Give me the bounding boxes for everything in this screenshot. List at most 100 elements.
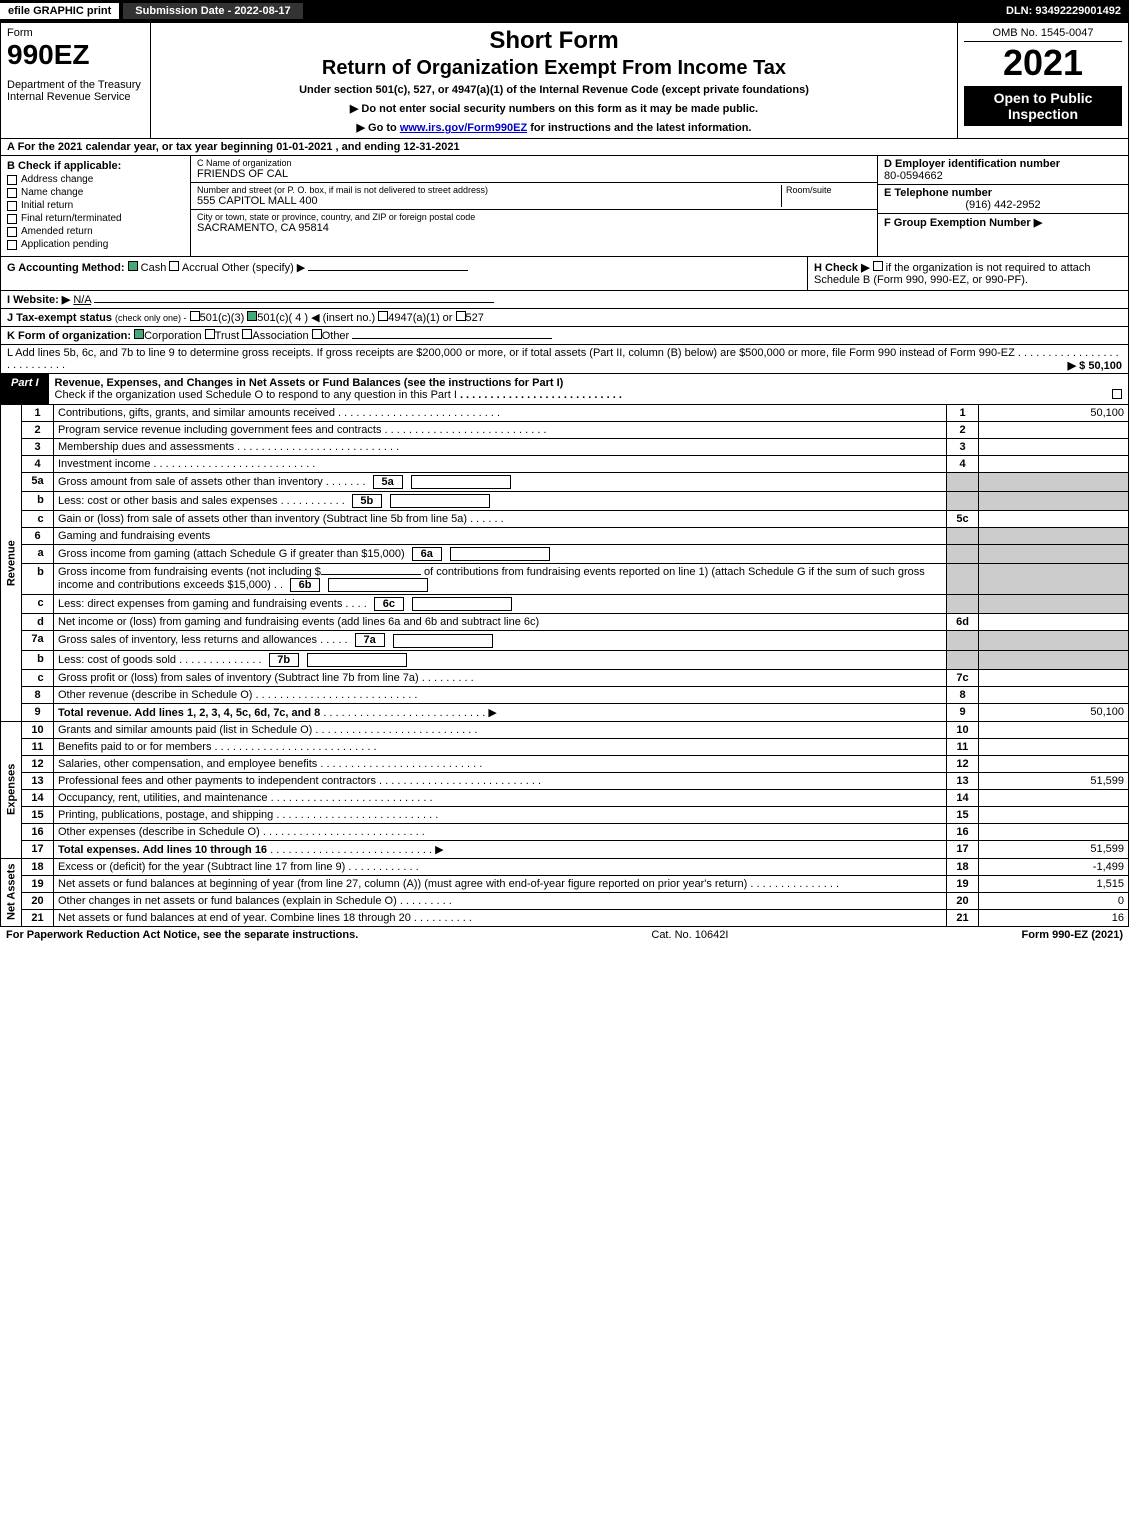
j-label: J Tax-exempt status [7, 312, 112, 324]
line-num: 6 [22, 528, 54, 545]
line-ref: 18 [947, 858, 979, 875]
table-row: 9Total revenue. Add lines 1, 2, 3, 4, 5c… [1, 703, 1129, 721]
city-label: City or town, state or province, country… [197, 212, 871, 222]
line-num: 18 [22, 858, 54, 875]
checkbox-icon [7, 188, 17, 198]
opt-text: Final return/terminated [21, 213, 122, 224]
g-accrual: Accrual [182, 262, 219, 274]
k-o2: Trust [215, 330, 240, 342]
line-amount: -1,499 [979, 858, 1129, 875]
inner-ref: 6b [290, 578, 320, 592]
check-initial-return[interactable]: Initial return [7, 200, 184, 211]
h-label: H Check ▶ [814, 262, 870, 274]
line-ref: 6d [947, 614, 979, 631]
col-b-label: B Check if applicable: [7, 160, 184, 172]
line-desc: Gross sales of inventory, less returns a… [54, 631, 947, 650]
checkbox-accrual-icon[interactable] [169, 261, 179, 271]
irs-link[interactable]: www.irs.gov/Form990EZ [400, 122, 527, 134]
line-ref [947, 650, 979, 669]
line-amount [979, 511, 1129, 528]
line-ref [947, 545, 979, 564]
line-amount [979, 721, 1129, 738]
checkbox-schedule-o-icon[interactable] [1112, 389, 1122, 399]
line-amount [979, 595, 1129, 614]
checkbox-assoc-icon[interactable] [242, 329, 252, 339]
footer-left: For Paperwork Reduction Act Notice, see … [6, 929, 358, 941]
efile-print-button[interactable]: efile GRAPHIC print [0, 3, 119, 19]
line-desc: Gross income from gaming (attach Schedul… [54, 545, 947, 564]
part1-title-text: Revenue, Expenses, and Changes in Net As… [55, 377, 564, 389]
table-row: bGross income from fundraising events (n… [1, 564, 1129, 595]
tel-box: E Telephone number (916) 442-2952 [878, 185, 1128, 214]
checkbox-trust-icon[interactable] [205, 329, 215, 339]
tel-label: E Telephone number [884, 187, 1122, 199]
line-num: c [22, 669, 54, 686]
footer-right: Form 990-EZ (2021) [1022, 929, 1123, 941]
check-application-pending[interactable]: Application pending [7, 239, 184, 250]
checkbox-527-icon[interactable] [456, 311, 466, 321]
line-ref [947, 473, 979, 492]
row-l: L Add lines 5b, 6c, and 7b to line 9 to … [0, 345, 1129, 374]
line-num: 11 [22, 738, 54, 755]
org-name-value: FRIENDS OF CAL [197, 168, 871, 180]
j-o3: 4947(a)(1) or [388, 312, 452, 324]
blank-line [321, 574, 421, 575]
line-desc: Benefits paid to or for members [54, 738, 947, 755]
city-value: SACRAMENTO, CA 95814 [197, 222, 871, 234]
check-amended-return[interactable]: Amended return [7, 226, 184, 237]
check-address-change[interactable]: Address change [7, 174, 184, 185]
line-ref: 4 [947, 456, 979, 473]
line-amount [979, 456, 1129, 473]
line-amount [979, 545, 1129, 564]
line-num: 4 [22, 456, 54, 473]
line-amount [979, 473, 1129, 492]
checkbox-corp-icon[interactable] [134, 329, 144, 339]
j-o2: 501(c)( 4 ) ◀ (insert no.) [257, 312, 375, 324]
inner-amount [328, 578, 428, 592]
table-row: 3Membership dues and assessments3 [1, 439, 1129, 456]
line-amount: 0 [979, 892, 1129, 909]
checkbox-4947-icon[interactable] [378, 311, 388, 321]
line-num: 16 [22, 823, 54, 840]
line-num: 14 [22, 789, 54, 806]
checkbox-501c-icon[interactable] [247, 311, 257, 321]
line-desc: Other changes in net assets or fund bala… [54, 892, 947, 909]
line-num: b [22, 650, 54, 669]
g-other-input[interactable] [308, 270, 468, 271]
expenses-section-label: Expenses [1, 721, 22, 858]
inner-ref: 7a [355, 633, 385, 647]
note-goto: ▶ Go to www.irs.gov/Form990EZ for instru… [157, 121, 951, 134]
inner-ref: 5b [352, 494, 382, 508]
table-row: cLess: direct expenses from gaming and f… [1, 595, 1129, 614]
line-ref: 9 [947, 703, 979, 721]
line-desc: Gross amount from sale of assets other t… [54, 473, 947, 492]
checkbox-501c3-icon[interactable] [190, 311, 200, 321]
line-num: b [22, 564, 54, 595]
check-final-return[interactable]: Final return/terminated [7, 213, 184, 224]
checkbox-cash-icon[interactable] [128, 261, 138, 271]
line-amount [979, 789, 1129, 806]
j-o1: 501(c)(3) [200, 312, 245, 324]
line-desc: Gross income from fundraising events (no… [54, 564, 947, 595]
website-line [94, 302, 494, 303]
checkbox-other-icon[interactable] [312, 329, 322, 339]
submission-date-button[interactable]: Submission Date - 2022-08-17 [123, 3, 302, 19]
line-ref: 12 [947, 755, 979, 772]
table-row: 17Total expenses. Add lines 10 through 1… [1, 840, 1129, 858]
return-title: Return of Organization Exempt From Incom… [157, 57, 951, 80]
line-ref: 17 [947, 840, 979, 858]
checkbox-icon [7, 201, 17, 211]
col-b: B Check if applicable: Address change Na… [1, 156, 191, 256]
table-row: 16Other expenses (describe in Schedule O… [1, 823, 1129, 840]
gh-row: G Accounting Method: Cash Accrual Other … [0, 257, 1129, 291]
line-num: 12 [22, 755, 54, 772]
k-o4: Other [322, 330, 350, 342]
group-exempt-box: F Group Exemption Number ▶ [878, 214, 1128, 231]
website-value: N/A [73, 294, 91, 306]
checkbox-h-icon[interactable] [873, 261, 883, 271]
line-ref: 16 [947, 823, 979, 840]
check-name-change[interactable]: Name change [7, 187, 184, 198]
line-num: 2 [22, 422, 54, 439]
line-num: a [22, 545, 54, 564]
line-desc: Gross profit or (loss) from sales of inv… [54, 669, 947, 686]
